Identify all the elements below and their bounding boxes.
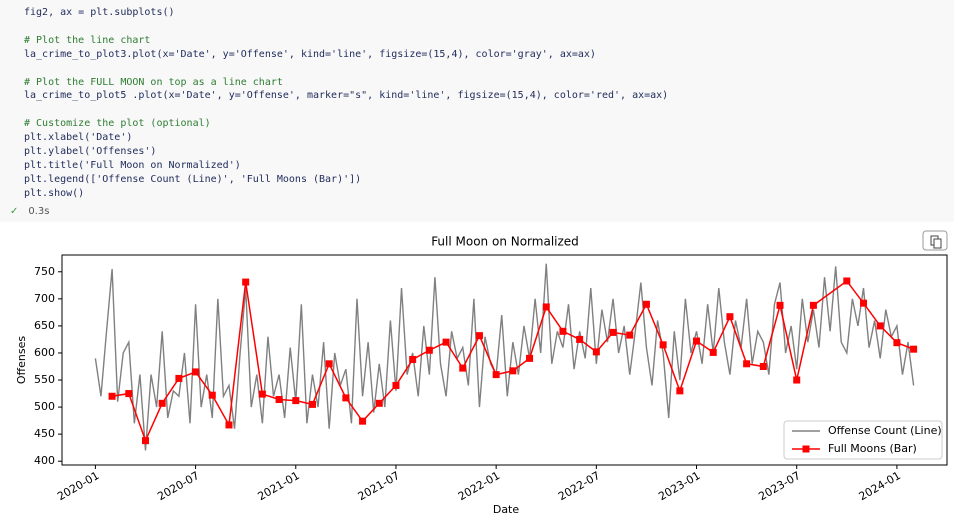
marker	[409, 355, 417, 363]
x-axis-label: Date	[493, 503, 520, 516]
marker	[108, 392, 116, 400]
marker	[325, 360, 333, 368]
y-tick-label: 450	[34, 427, 55, 440]
marker	[592, 348, 600, 356]
code-line: la_crime_to_plot3.plot(x='Date', y='Offe…	[24, 48, 596, 60]
marker	[609, 328, 617, 336]
y-tick-label: 750	[34, 265, 55, 278]
marker	[342, 394, 350, 402]
marker	[258, 390, 266, 398]
marker	[876, 322, 884, 330]
copy-icon	[933, 238, 942, 249]
marker	[192, 368, 200, 376]
marker	[776, 301, 784, 309]
marker	[375, 399, 383, 407]
marker	[392, 381, 400, 389]
marker	[242, 278, 250, 286]
legend-marker	[802, 445, 810, 453]
code-line: plt.show()	[24, 187, 85, 199]
code-line: # Plot the FULL MOON on top as a line ch…	[24, 76, 283, 88]
code-line: plt.xlabel('Date')	[24, 132, 133, 144]
marker	[275, 396, 283, 404]
series-line	[111, 279, 914, 443]
y-tick-label: 600	[34, 346, 55, 359]
marker	[809, 301, 817, 309]
marker	[475, 332, 483, 340]
marker	[492, 371, 500, 379]
marker	[442, 338, 450, 346]
x-tick-label: 2020-07	[155, 469, 201, 503]
x-tick-label: 2020-01	[55, 469, 101, 503]
legend-label: Offense Count (Line)	[828, 424, 942, 437]
marker	[509, 367, 517, 375]
marker	[626, 331, 634, 339]
marker	[793, 376, 801, 384]
marker	[726, 313, 734, 321]
marker	[459, 364, 467, 372]
marker	[576, 335, 584, 343]
code-line: plt.ylabel('Offenses')	[24, 146, 157, 157]
chart: Full Moon on Normalized Date Offenses 40…	[15, 230, 948, 516]
legend-label: Full Moons (Bar)	[828, 442, 917, 455]
y-tick-label: 700	[34, 292, 55, 305]
legend	[783, 420, 943, 460]
x-tick-label: 2023-01	[656, 469, 702, 503]
marker	[860, 299, 868, 307]
code-line: plt.title('Full Moon on Normalized')	[24, 159, 241, 171]
x-tick-label: 2021-01	[255, 469, 301, 503]
marker	[208, 391, 216, 399]
marker	[659, 341, 667, 349]
marker	[359, 417, 367, 425]
marker	[292, 397, 300, 405]
y-tick-label: 400	[34, 454, 55, 467]
y-axis-label: Offenses	[15, 336, 28, 384]
marker	[526, 354, 534, 362]
x-tick-label: 2022-01	[456, 469, 502, 503]
code-cell: fig2, ax = plt.subplots() # Plot the line…	[0, 0, 954, 222]
marker	[693, 337, 701, 345]
cell-status: ✓ 0.3s	[10, 206, 50, 217]
code-line: fig2, ax = plt.subplots()	[24, 7, 175, 18]
marker	[308, 400, 316, 408]
marker	[676, 387, 684, 395]
y-tick-label: 550	[34, 373, 55, 386]
marker	[158, 399, 166, 407]
x-tick-label: 2022-07	[556, 469, 602, 503]
marker	[542, 303, 550, 311]
chart-title: Full Moon on Normalized	[431, 235, 579, 249]
code-line: la_crime_to_plot5 .plot(x='Date', y='Off…	[24, 90, 669, 102]
marker	[175, 374, 183, 382]
code-line: plt.legend(['Offense Count (Line)', 'Ful…	[24, 173, 362, 185]
marker	[893, 339, 901, 347]
y-tick-label: 500	[34, 400, 55, 413]
marker	[709, 348, 717, 356]
code-line: # Customize the plot (optional)	[24, 118, 211, 130]
marker	[141, 437, 149, 445]
marker	[743, 360, 751, 368]
marker	[759, 362, 767, 370]
marker	[125, 390, 133, 398]
exec-time: 0.3s	[28, 206, 50, 217]
check-icon: ✓	[10, 206, 19, 217]
marker	[425, 346, 433, 354]
code-line: # Plot the line chart	[24, 34, 151, 46]
marker	[225, 421, 233, 429]
x-tick-label: 2024-01	[857, 469, 903, 503]
marker	[642, 300, 650, 308]
marker	[910, 345, 918, 353]
x-tick-label: 2023-07	[756, 469, 802, 503]
marker	[843, 277, 851, 285]
y-tick-label: 650	[34, 319, 55, 332]
axes-frame	[61, 254, 948, 466]
x-tick-label: 2021-07	[356, 469, 402, 503]
marker	[559, 327, 567, 335]
